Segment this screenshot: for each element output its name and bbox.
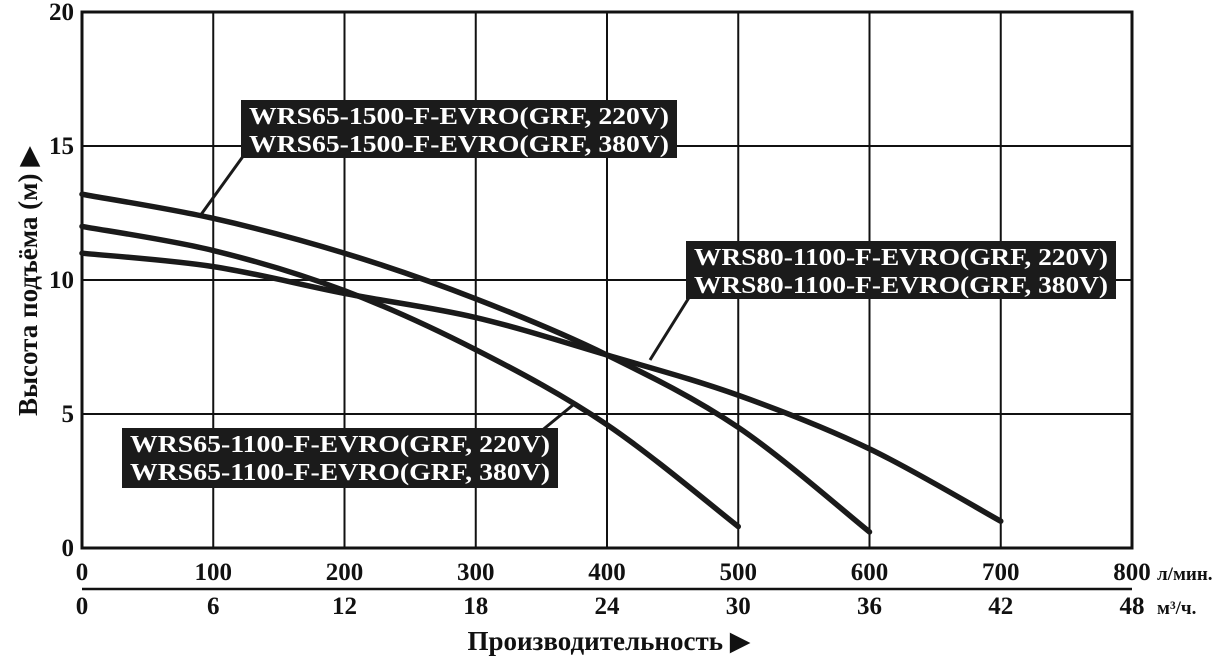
x-tick-label-m3h: 30 [726, 593, 751, 620]
x-axis-unit-lpm: л/мин. [1157, 564, 1213, 585]
series-label-wrs65_1500-0: WRS65-1500-F-EVRO(GRF, 220V) [249, 104, 669, 130]
y-tick-label: 0 [62, 535, 75, 562]
leader-line-wrs80_1100 [648, 295, 692, 361]
series-label-wrs65_1100-0: WRS65-1100-F-EVRO(GRF, 220V) [130, 432, 550, 458]
x-axis-title: Производительность ▶ [467, 626, 750, 656]
label-box-wrs65_1500 [241, 100, 677, 158]
curve-wrs80_1100 [79, 250, 1004, 524]
x-tick-label-m3h: 6 [207, 593, 220, 620]
label-box-wrs80_1100 [686, 241, 1116, 299]
grid [80, 10, 1134, 591]
y-tick-label: 15 [49, 133, 74, 160]
series-label-wrs65_1100-1: WRS65-1100-F-EVRO(GRF, 380V) [130, 460, 550, 486]
series-label-wrs80_1100-1: WRS80-1100-F-EVRO(GRF, 380V) [694, 273, 1108, 299]
curves [79, 191, 1004, 535]
series-labels: WRS65-1100-F-EVRO(GRF, 220V)WRS65-1100-F… [122, 100, 1116, 488]
x-tick-labels: 0 100 200 300 400 500 600 700 800 0 6 12 18 24 30 36 42 4… [76, 559, 1151, 620]
leader-line-wrs65_1500 [198, 154, 246, 217]
series-label-wrs80_1100-0: WRS80-1100-F-EVRO(GRF, 220V) [694, 245, 1108, 271]
leader-line-wrs65_1100 [539, 403, 574, 434]
x-tick-label-m3h: 36 [857, 593, 882, 620]
x-tick-label-m3h: 18 [463, 593, 488, 620]
y-tick-label: 20 [49, 0, 74, 26]
x-tick-label-m3h: 42 [988, 593, 1013, 620]
x-tick-label-lpm: 300 [457, 559, 495, 586]
x-tick-label-lpm: 500 [720, 559, 758, 586]
x-tick-label-lpm: 100 [195, 559, 233, 586]
x-tick-label-m3h: 48 [1120, 593, 1145, 620]
x-axis-unit-m3h: м³/ч. [1157, 598, 1196, 619]
series-label-wrs65_1500-1: WRS65-1500-F-EVRO(GRF, 380V) [249, 132, 669, 158]
y-tick-labels: 0 5 10 15 20 [49, 0, 74, 562]
x-tick-label-m3h: 12 [332, 593, 357, 620]
y-tick-label: 10 [49, 267, 74, 294]
label-box-wrs65_1100 [122, 428, 558, 488]
plot-frame [80, 10, 1134, 550]
y-tick-label: 5 [62, 401, 75, 428]
y-axis-title: Высота подъёма (м) ▶ [13, 146, 43, 416]
curve-wrs65_1500 [79, 191, 873, 535]
x-tick-label-lpm: 400 [588, 559, 626, 586]
x-tick-label-m3h: 24 [595, 593, 621, 620]
x-tick-label-lpm: 200 [326, 559, 364, 586]
x-tick-label-lpm: 600 [851, 559, 889, 586]
x-tick-label-m3h: 0 [76, 593, 89, 620]
x-tick-label-lpm: 700 [982, 559, 1020, 586]
curve-wrs65_1100 [79, 223, 741, 530]
x-tick-label-lpm: 800 [1113, 559, 1151, 586]
x-tick-label-lpm: 0 [76, 559, 89, 586]
